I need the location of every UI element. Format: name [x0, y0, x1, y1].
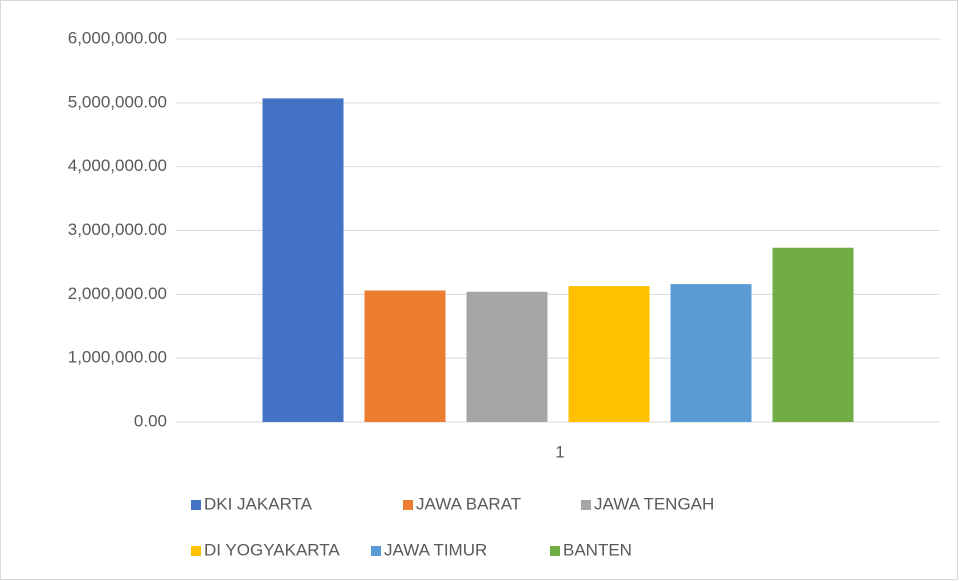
bar [670, 284, 752, 422]
bar [262, 98, 344, 423]
legend-swatch [581, 500, 591, 510]
legend-swatch [191, 500, 201, 510]
legend-label: JAWA BARAT [416, 494, 521, 513]
legend-label: JAWA TENGAH [594, 494, 714, 513]
y-tick-label: 4,000,000.00 [68, 156, 167, 175]
y-tick-label: 3,000,000.00 [68, 220, 167, 239]
x-tick-label: 1 [555, 442, 564, 461]
y-tick-label: 0.00 [134, 411, 167, 430]
legend-label: JAWA TIMUR [384, 540, 487, 559]
legend-label: DI YOGYAKARTA [204, 540, 340, 559]
bar [568, 286, 650, 422]
bar [364, 290, 446, 422]
y-tick-label: 5,000,000.00 [68, 92, 167, 111]
bar [772, 247, 854, 422]
y-tick-label: 2,000,000.00 [68, 284, 167, 303]
legend-swatch [191, 546, 201, 556]
legend-swatch [371, 546, 381, 556]
legend-swatch [550, 546, 560, 556]
y-tick-label: 1,000,000.00 [68, 348, 167, 367]
bar [466, 291, 548, 422]
legend-label: DKI JAKARTA [204, 494, 313, 513]
legend-label: BANTEN [563, 540, 632, 559]
legend-swatch [403, 500, 413, 510]
y-tick-label: 6,000,000.00 [68, 28, 167, 47]
